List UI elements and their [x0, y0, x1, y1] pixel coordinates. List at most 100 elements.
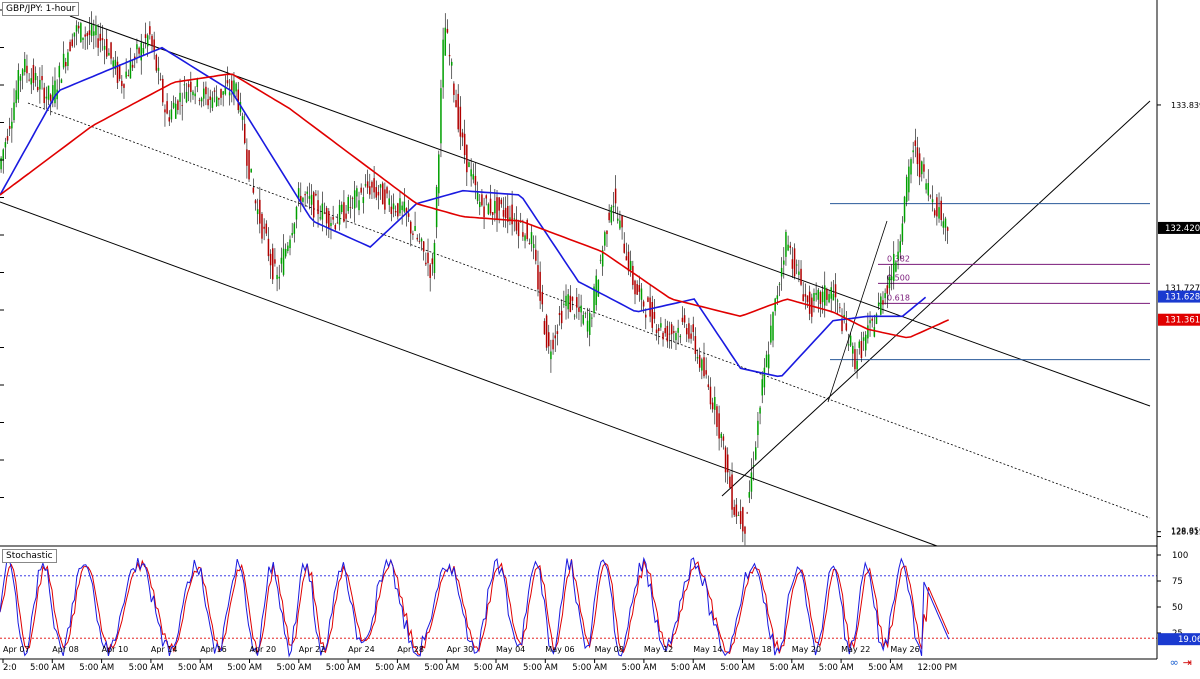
candle-body — [6, 136, 9, 141]
candle-body — [537, 265, 539, 290]
candle-body — [798, 271, 800, 275]
candle-body — [371, 181, 373, 188]
candle-body — [864, 334, 867, 351]
candle-body — [427, 252, 429, 264]
candle-body — [280, 257, 283, 264]
candle-body — [278, 276, 280, 279]
candle-body — [539, 271, 541, 301]
candle-body — [524, 235, 526, 241]
candle-body — [494, 200, 496, 214]
time-label: 5:00 AM — [474, 663, 509, 673]
candle-body — [254, 200, 257, 204]
candle-body — [755, 447, 757, 460]
candle-body — [576, 297, 578, 308]
candle-body — [431, 258, 434, 265]
price-tag-label: 132.420 — [1165, 224, 1200, 234]
candle-body — [880, 296, 882, 315]
candle-body — [306, 191, 309, 194]
candle-body — [293, 223, 296, 234]
candle-body — [36, 86, 39, 91]
candle-body — [901, 223, 904, 242]
candle-body — [819, 291, 822, 305]
candle-body — [832, 293, 835, 301]
candle-body — [41, 76, 43, 81]
candle-body — [931, 199, 934, 203]
candle-body — [642, 301, 645, 307]
candle-body — [692, 324, 694, 333]
time-label: 5:00 AM — [178, 663, 213, 673]
candle-body — [638, 285, 641, 292]
candle-body — [862, 337, 865, 341]
candle-body — [813, 292, 815, 302]
candle-body — [668, 333, 671, 335]
candle-body — [623, 243, 625, 253]
candle-body — [228, 92, 231, 96]
candle-body — [893, 253, 895, 282]
candle-body — [886, 285, 889, 294]
candle-body — [252, 187, 255, 193]
candle-body — [882, 300, 884, 305]
candle-body — [649, 297, 651, 317]
candle-body — [709, 386, 712, 405]
candle-body — [62, 53, 65, 68]
candle-body — [261, 213, 263, 239]
candle-body — [718, 413, 720, 439]
candle-body — [157, 67, 160, 71]
candle-body — [946, 227, 949, 231]
candle-body — [526, 220, 528, 240]
candle-body — [250, 168, 252, 173]
candle-body — [224, 86, 227, 95]
oscillator-title: Stochastic — [2, 549, 57, 563]
candle-body — [332, 217, 334, 220]
candle-body — [528, 243, 531, 244]
jump-to-end-icon[interactable]: ⇥ — [1182, 656, 1192, 669]
date-label: May 20 — [792, 645, 821, 654]
candle-body — [200, 98, 203, 102]
candle-body — [640, 288, 643, 300]
candle-body — [752, 465, 755, 467]
candle-body — [608, 212, 610, 221]
candle-body — [248, 150, 250, 180]
time-label: 5:00 AM — [572, 663, 607, 673]
candle-body — [93, 31, 95, 36]
candle-body — [99, 33, 102, 41]
candle-body — [483, 206, 485, 218]
candle-body — [71, 39, 73, 47]
candle-body — [75, 25, 78, 32]
link-icon[interactable]: ∞ — [1169, 656, 1179, 669]
candle-body — [560, 310, 563, 324]
candle-body — [793, 248, 796, 277]
candle-body — [60, 79, 63, 83]
candle-body — [125, 71, 127, 78]
candle-body — [209, 96, 211, 100]
candle-body — [504, 207, 507, 219]
candle-body — [858, 341, 861, 348]
time-label: 2:0 — [3, 663, 17, 673]
candle-body — [15, 90, 17, 104]
candle-body — [425, 262, 427, 265]
time-label: 5:00 AM — [671, 663, 706, 673]
candle-body — [308, 196, 311, 199]
candle-body — [563, 303, 565, 305]
candle-body — [26, 65, 28, 74]
candle-body — [806, 295, 809, 303]
date-label: Apr 16 — [200, 645, 227, 654]
candle-body — [304, 194, 306, 196]
candle-body — [466, 144, 468, 173]
trend-support-line — [721, 100, 1151, 497]
candle-body — [95, 24, 97, 36]
candle-body — [328, 211, 330, 229]
candle-body — [381, 183, 384, 205]
candle-body — [746, 512, 748, 514]
candle-body — [422, 241, 425, 252]
candle-body — [321, 203, 324, 220]
candle-body — [263, 226, 265, 229]
candle-body — [625, 256, 628, 261]
candle-body — [231, 80, 233, 91]
candle-body — [360, 187, 362, 193]
candle-body — [235, 83, 237, 92]
candle-body — [726, 454, 729, 473]
candle-body — [759, 407, 761, 414]
